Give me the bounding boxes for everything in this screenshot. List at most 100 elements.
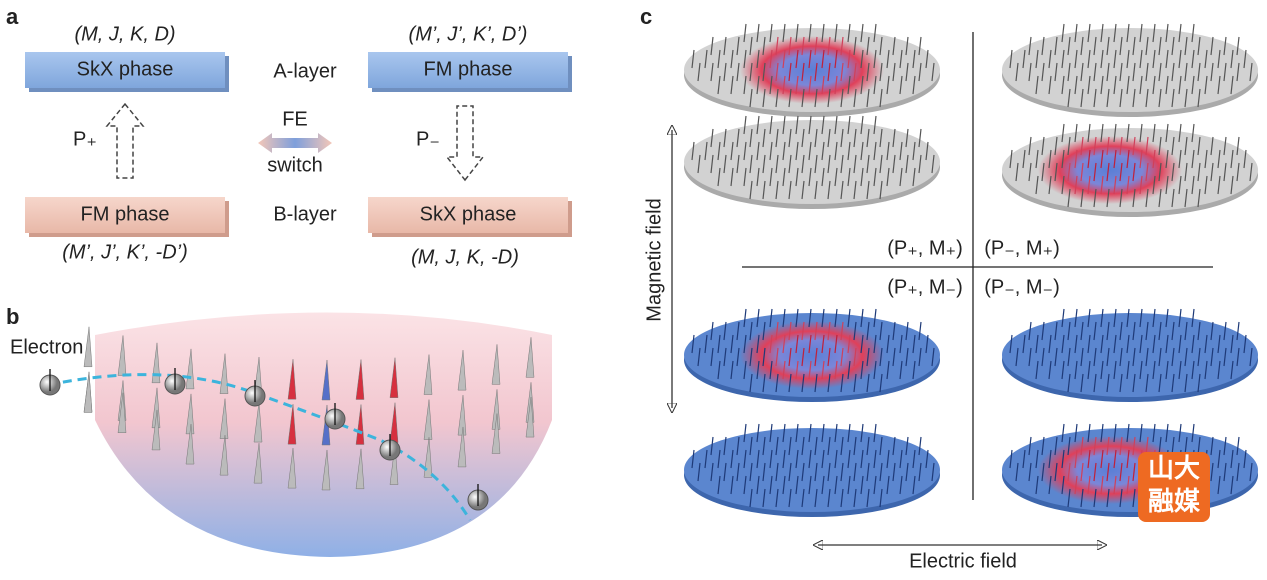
spin bbox=[1132, 321, 1136, 341]
spin bbox=[1158, 373, 1162, 393]
spin bbox=[1191, 360, 1195, 380]
spin bbox=[525, 397, 535, 438]
spin bbox=[795, 475, 799, 495]
spin bbox=[1126, 75, 1130, 95]
quadrant-label: (P₋, M₊) bbox=[984, 237, 1060, 259]
phase-box bbox=[368, 197, 568, 233]
spin bbox=[1132, 36, 1136, 56]
spin bbox=[1210, 62, 1214, 82]
spin bbox=[821, 449, 825, 469]
spin bbox=[1048, 49, 1052, 69]
spin bbox=[860, 49, 864, 69]
spin bbox=[931, 62, 935, 82]
spin bbox=[1184, 162, 1188, 182]
spin bbox=[525, 337, 535, 378]
watermark bbox=[1138, 452, 1210, 522]
spin bbox=[788, 347, 792, 367]
spin bbox=[801, 180, 805, 200]
spin bbox=[1191, 49, 1195, 69]
polarization-arrow bbox=[445, 105, 485, 182]
spin bbox=[1178, 175, 1182, 195]
params: (M, J, K, D) bbox=[74, 23, 175, 45]
spin bbox=[775, 436, 779, 456]
spin bbox=[1106, 462, 1110, 482]
spin bbox=[1093, 62, 1097, 82]
spin bbox=[1152, 308, 1156, 328]
spin bbox=[886, 334, 890, 354]
spin bbox=[736, 62, 740, 82]
switch-arrow bbox=[258, 133, 332, 153]
spin bbox=[1061, 149, 1065, 169]
spin bbox=[905, 154, 909, 174]
spin bbox=[1080, 36, 1084, 56]
spin bbox=[1041, 162, 1045, 182]
spin bbox=[892, 154, 896, 174]
spin bbox=[873, 23, 877, 43]
spin bbox=[1132, 188, 1136, 208]
spin bbox=[892, 321, 896, 341]
spin bbox=[847, 49, 851, 69]
spin bbox=[1015, 462, 1019, 482]
spin bbox=[1230, 475, 1234, 495]
spin bbox=[1249, 347, 1253, 367]
spin bbox=[1184, 36, 1188, 56]
spin bbox=[1178, 75, 1182, 95]
spin bbox=[1197, 136, 1201, 156]
spin bbox=[717, 360, 721, 380]
spin bbox=[834, 475, 838, 495]
spin bbox=[1210, 436, 1214, 456]
spin bbox=[1074, 360, 1078, 380]
spin bbox=[905, 436, 909, 456]
spin bbox=[219, 398, 229, 439]
spin bbox=[1171, 347, 1175, 367]
spin bbox=[827, 488, 831, 508]
spin bbox=[788, 88, 792, 108]
spin bbox=[1087, 175, 1091, 195]
spin bbox=[1067, 136, 1071, 156]
spin bbox=[1113, 75, 1117, 95]
spin bbox=[743, 167, 747, 187]
spin bbox=[1028, 436, 1032, 456]
spin bbox=[1223, 321, 1227, 341]
spin bbox=[1113, 423, 1117, 443]
spin bbox=[925, 141, 929, 161]
spin bbox=[1184, 188, 1188, 208]
spin bbox=[1093, 436, 1097, 456]
spin bbox=[756, 475, 760, 495]
spin bbox=[736, 347, 740, 367]
spin bbox=[782, 75, 786, 95]
polarization-arrow bbox=[105, 102, 145, 179]
spin bbox=[1204, 175, 1208, 195]
spin bbox=[840, 321, 844, 341]
spin bbox=[1217, 449, 1221, 469]
spin bbox=[1204, 149, 1208, 169]
spin bbox=[873, 308, 877, 328]
spin bbox=[1236, 347, 1240, 367]
spin bbox=[1230, 149, 1234, 169]
spin bbox=[801, 128, 805, 148]
spin bbox=[808, 115, 812, 135]
spin bbox=[899, 360, 903, 380]
spin bbox=[853, 347, 857, 367]
spin bbox=[743, 23, 747, 43]
spin bbox=[749, 462, 753, 482]
spin bbox=[795, 49, 799, 69]
spin bbox=[808, 49, 812, 69]
spin bbox=[717, 475, 721, 495]
spin bbox=[873, 115, 877, 135]
spin bbox=[912, 360, 916, 380]
spin bbox=[1119, 373, 1123, 393]
spin bbox=[1100, 334, 1104, 354]
spin bbox=[873, 360, 877, 380]
layer-label: A-layer bbox=[273, 60, 337, 82]
spin bbox=[1067, 321, 1071, 341]
spin bbox=[1171, 62, 1175, 82]
electrons bbox=[39, 368, 489, 511]
spin bbox=[710, 436, 714, 456]
spin bbox=[756, 423, 760, 443]
spin bbox=[1106, 321, 1110, 341]
spin bbox=[899, 75, 903, 95]
spin bbox=[769, 49, 773, 69]
spin bbox=[795, 75, 799, 95]
spin bbox=[931, 154, 935, 174]
